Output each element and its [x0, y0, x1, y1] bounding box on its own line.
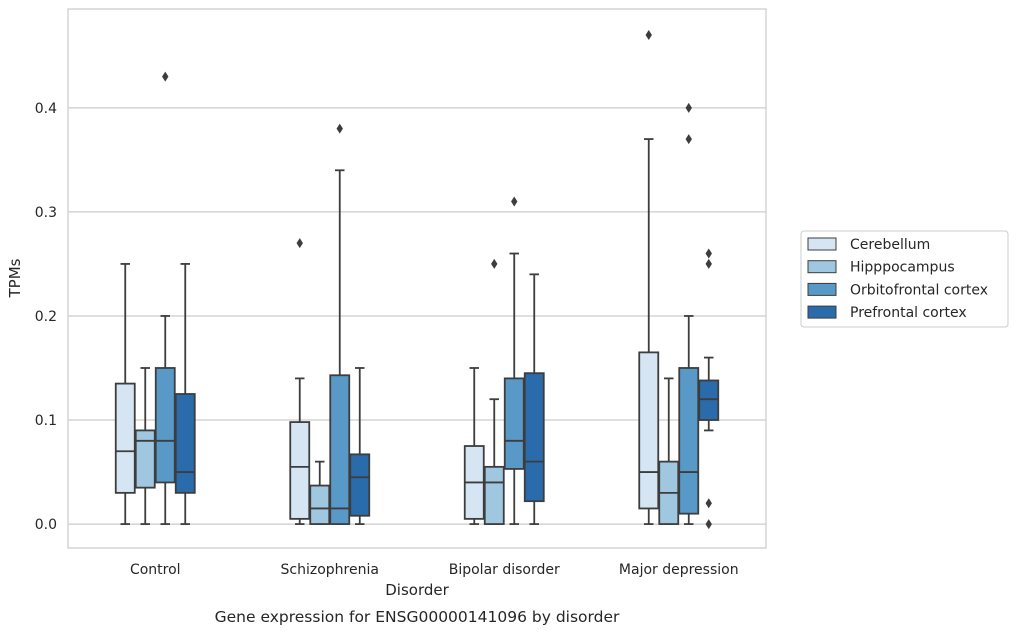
box-plot — [309, 460, 331, 525]
x-axis-label: Disorder — [385, 581, 449, 599]
box-iqr — [154, 367, 176, 484]
box-plot — [678, 102, 700, 525]
legend-label: Hipppocampus — [850, 260, 955, 276]
x-tick-label: Control — [130, 562, 181, 578]
outlier-point — [705, 258, 712, 269]
outlier-point — [511, 196, 518, 207]
y-tick-label: 0.1 — [35, 413, 57, 429]
legend-swatch — [807, 237, 837, 251]
box-iqr — [134, 429, 156, 489]
legend-label: Cerebellum — [850, 237, 930, 253]
outlier-point — [685, 102, 692, 113]
legend-swatch — [807, 282, 837, 296]
box-groups — [114, 30, 720, 530]
legend-label: Prefrontal cortex — [850, 305, 967, 321]
box-iqr — [503, 377, 525, 470]
box-plot — [154, 71, 176, 525]
box-plot — [523, 273, 545, 525]
legend-frame — [800, 230, 1009, 328]
outlier-point — [705, 519, 712, 530]
outlier-point — [491, 258, 498, 269]
x-tick-label: Schizophrenia — [281, 562, 379, 578]
box-iqr — [174, 393, 196, 494]
box-iqr — [114, 382, 136, 494]
box-plot — [329, 123, 351, 525]
box-iqr — [678, 367, 700, 515]
outlier-point — [705, 498, 712, 509]
y-tick-label: 0.3 — [35, 205, 57, 221]
box-plot — [658, 377, 680, 525]
legend: Cerebellum Hipppocampus Orbitofrontal cort… — [800, 230, 1009, 328]
box-iqr — [309, 484, 331, 525]
x-tick-label: Bipolar disorder — [449, 562, 560, 578]
outlier-point — [162, 71, 169, 82]
box-plot — [503, 196, 525, 525]
box-plot — [289, 238, 311, 525]
y-tick-label: 0.0 — [35, 517, 57, 533]
outlier-point — [296, 238, 303, 249]
box-plot — [638, 30, 660, 525]
outlier-point — [645, 30, 652, 41]
outlier-point — [685, 134, 692, 145]
box-plot — [349, 367, 371, 525]
x-tick-labels: Control Schizophrenia Bipolar disorder Majo… — [130, 562, 739, 578]
chart-caption: Gene expression for ENSG00000141096 by d… — [215, 608, 620, 626]
legend-swatch — [807, 260, 837, 274]
box-iqr — [698, 379, 720, 421]
y-tick-labels: 0.0 0.1 0.2 0.3 0.4 — [35, 101, 57, 533]
box-iqr — [329, 374, 351, 525]
box-iqr — [289, 421, 311, 520]
legend-swatch — [807, 305, 837, 319]
y-axis-label: TPMs — [6, 258, 24, 298]
box-plot — [134, 367, 156, 525]
outlier-point — [336, 123, 343, 134]
box-plot — [174, 263, 196, 525]
legend-items: Cerebellum Hipppocampus Orbitofrontal cort… — [807, 237, 988, 321]
box-plot — [114, 263, 136, 525]
box-plot — [698, 248, 720, 530]
legend-label: Orbitofrontal cortex — [850, 282, 988, 298]
y-tick-label: 0.2 — [35, 309, 57, 325]
box-plot — [483, 258, 505, 525]
plot-frame — [67, 8, 767, 549]
y-tick-label: 0.4 — [35, 101, 57, 117]
box-iqr — [523, 372, 545, 503]
x-tick-label: Major depression — [619, 562, 739, 578]
box-iqr — [349, 453, 371, 517]
box-iqr — [483, 465, 505, 525]
box-iqr — [638, 351, 660, 510]
outlier-point — [705, 248, 712, 259]
box-plot — [463, 367, 485, 525]
